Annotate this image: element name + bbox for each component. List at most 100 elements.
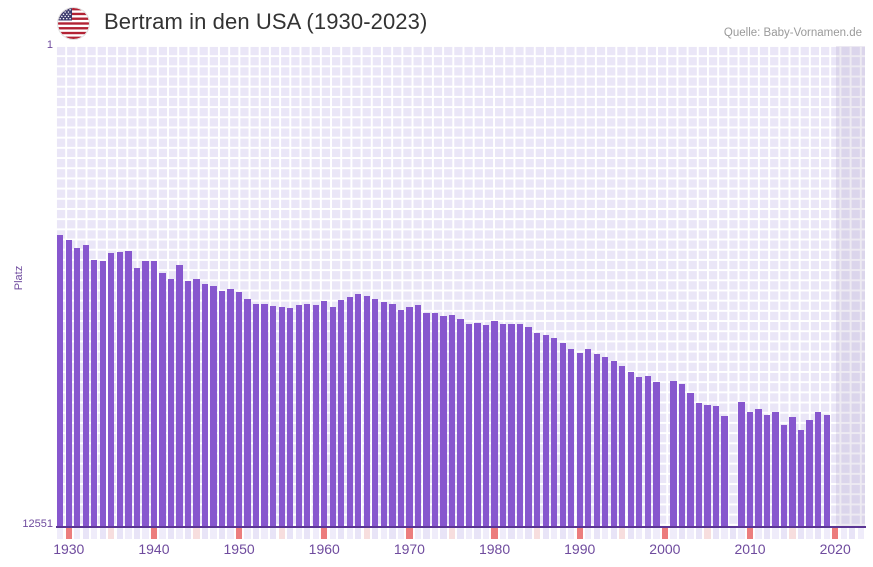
- bar[interactable]: [252, 303, 260, 527]
- bar[interactable]: [823, 415, 830, 527]
- bar[interactable]: [397, 309, 405, 527]
- bar[interactable]: [653, 381, 660, 527]
- bar[interactable]: [610, 361, 617, 527]
- bar[interactable]: [755, 408, 762, 527]
- bar[interactable]: [176, 264, 183, 527]
- bar[interactable]: [721, 416, 728, 527]
- bar[interactable]: [806, 420, 813, 527]
- bar[interactable]: [235, 291, 243, 527]
- bar[interactable]: [772, 412, 779, 527]
- bar[interactable]: [474, 323, 481, 527]
- bar[interactable]: [125, 251, 132, 527]
- bar[interactable]: [593, 354, 600, 527]
- bar[interactable]: [516, 324, 524, 527]
- bar[interactable]: [227, 288, 234, 527]
- bar[interactable]: [167, 278, 175, 527]
- bar[interactable]: [780, 425, 788, 527]
- bar[interactable]: [789, 416, 796, 527]
- bar[interactable]: [150, 261, 158, 527]
- bar[interactable]: [133, 268, 141, 527]
- bar[interactable]: [338, 300, 345, 527]
- bar[interactable]: [448, 315, 456, 527]
- x-tick-marker: [210, 528, 217, 539]
- bar[interactable]: [321, 301, 328, 527]
- bar[interactable]: [380, 301, 387, 527]
- bar[interactable]: [508, 324, 515, 527]
- bar[interactable]: [619, 365, 626, 527]
- bar[interactable]: [57, 234, 64, 527]
- x-tick-marker: [746, 528, 754, 539]
- bar[interactable]: [304, 303, 311, 527]
- bar[interactable]: [193, 278, 200, 527]
- bar[interactable]: [627, 371, 634, 527]
- bar[interactable]: [201, 283, 209, 527]
- bar[interactable]: [670, 380, 677, 527]
- bar[interactable]: [82, 244, 89, 527]
- bar[interactable]: [278, 306, 285, 527]
- bar[interactable]: [218, 290, 226, 527]
- bar[interactable]: [491, 321, 498, 527]
- bar[interactable]: [482, 324, 490, 527]
- bar[interactable]: [261, 304, 268, 527]
- bar[interactable]: [142, 260, 149, 527]
- x-tick-marker: [789, 528, 796, 539]
- bar[interactable]: [568, 348, 575, 527]
- x-tick-marker: [678, 528, 686, 539]
- bar[interactable]: [295, 304, 302, 527]
- bar[interactable]: [815, 412, 822, 527]
- bar[interactable]: [687, 393, 694, 527]
- x-axis-line: [56, 526, 866, 528]
- bar[interactable]: [423, 313, 430, 527]
- bar[interactable]: [244, 298, 251, 527]
- bar[interactable]: [389, 303, 396, 527]
- x-axis-tick-strip: [56, 528, 865, 539]
- bar[interactable]: [312, 305, 319, 527]
- bar[interactable]: [184, 280, 192, 527]
- bar[interactable]: [287, 307, 294, 527]
- bar[interactable]: [108, 252, 115, 527]
- bar[interactable]: [585, 348, 592, 527]
- bar[interactable]: [551, 338, 558, 527]
- bar[interactable]: [465, 324, 473, 527]
- bar[interactable]: [65, 239, 72, 527]
- bar[interactable]: [576, 352, 583, 527]
- bar[interactable]: [712, 406, 720, 527]
- bar[interactable]: [525, 326, 532, 527]
- bar[interactable]: [363, 296, 370, 527]
- bar[interactable]: [763, 414, 771, 527]
- bar[interactable]: [695, 403, 703, 527]
- bar[interactable]: [210, 285, 217, 527]
- bar[interactable]: [406, 307, 413, 527]
- bar[interactable]: [636, 377, 643, 527]
- bar[interactable]: [414, 305, 422, 527]
- bar[interactable]: [457, 318, 464, 527]
- bar[interactable]: [678, 384, 686, 527]
- bar[interactable]: [270, 305, 277, 527]
- bar[interactable]: [346, 297, 353, 527]
- bar[interactable]: [644, 375, 651, 527]
- bar[interactable]: [499, 324, 507, 527]
- bar[interactable]: [738, 402, 745, 527]
- bar[interactable]: [431, 312, 439, 527]
- bar[interactable]: [533, 332, 541, 527]
- bar[interactable]: [372, 298, 379, 527]
- bar[interactable]: [74, 247, 81, 527]
- bar[interactable]: [542, 334, 549, 527]
- bar[interactable]: [440, 315, 447, 527]
- bar[interactable]: [116, 251, 123, 527]
- x-tick-marker: [763, 528, 771, 539]
- bar[interactable]: [797, 430, 805, 527]
- bar[interactable]: [329, 307, 336, 527]
- x-tick-marker: [516, 528, 524, 539]
- x-tick-marker: [619, 528, 626, 539]
- x-tick-marker: [627, 528, 634, 539]
- bar[interactable]: [355, 294, 362, 527]
- bar[interactable]: [91, 259, 98, 527]
- x-tick-marker: [653, 528, 660, 539]
- bar[interactable]: [559, 342, 566, 527]
- bar[interactable]: [746, 411, 754, 527]
- bar[interactable]: [602, 357, 609, 527]
- bar[interactable]: [99, 260, 106, 527]
- bar[interactable]: [704, 404, 711, 527]
- bar[interactable]: [159, 273, 166, 527]
